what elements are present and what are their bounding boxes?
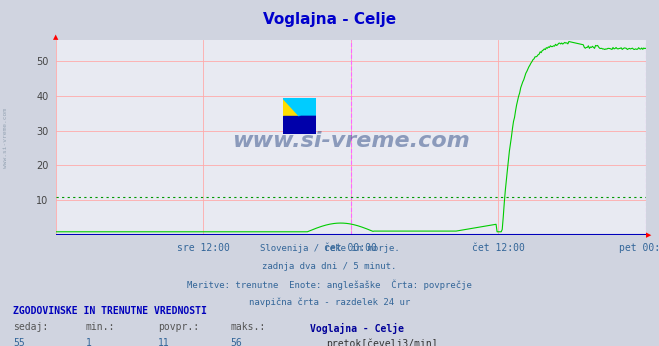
Text: www.si-vreme.com: www.si-vreme.com xyxy=(232,131,470,152)
Text: www.si-vreme.com: www.si-vreme.com xyxy=(3,108,8,169)
Text: ▶: ▶ xyxy=(646,232,651,238)
Text: Slovenija / reke in morje.: Slovenija / reke in morje. xyxy=(260,244,399,253)
Text: ZGODOVINSKE IN TRENUTNE VREDNOSTI: ZGODOVINSKE IN TRENUTNE VREDNOSTI xyxy=(13,306,207,316)
Text: min.:: min.: xyxy=(86,322,115,333)
Polygon shape xyxy=(299,116,316,134)
Bar xyxy=(283,98,299,116)
Text: 11: 11 xyxy=(158,338,170,346)
Text: ▲: ▲ xyxy=(53,34,59,40)
Text: povpr.:: povpr.: xyxy=(158,322,199,333)
Polygon shape xyxy=(283,98,316,116)
Text: zadnja dva dni / 5 minut.: zadnja dva dni / 5 minut. xyxy=(262,262,397,271)
Text: 1: 1 xyxy=(86,338,92,346)
Text: Meritve: trenutne  Enote: anglešaške  Črta: povprečje: Meritve: trenutne Enote: anglešaške Črta… xyxy=(187,280,472,290)
Text: pretok[čevelj3/min]: pretok[čevelj3/min] xyxy=(326,338,438,346)
Text: 55: 55 xyxy=(13,338,25,346)
Bar xyxy=(299,98,316,116)
Text: navpična črta - razdelek 24 ur: navpična črta - razdelek 24 ur xyxy=(249,298,410,307)
Text: maks.:: maks.: xyxy=(231,322,266,333)
Text: Voglajna - Celje: Voglajna - Celje xyxy=(310,322,404,334)
Bar xyxy=(283,116,316,134)
Text: sedaj:: sedaj: xyxy=(13,322,48,333)
Text: Voglajna - Celje: Voglajna - Celje xyxy=(263,12,396,27)
Text: 56: 56 xyxy=(231,338,243,346)
